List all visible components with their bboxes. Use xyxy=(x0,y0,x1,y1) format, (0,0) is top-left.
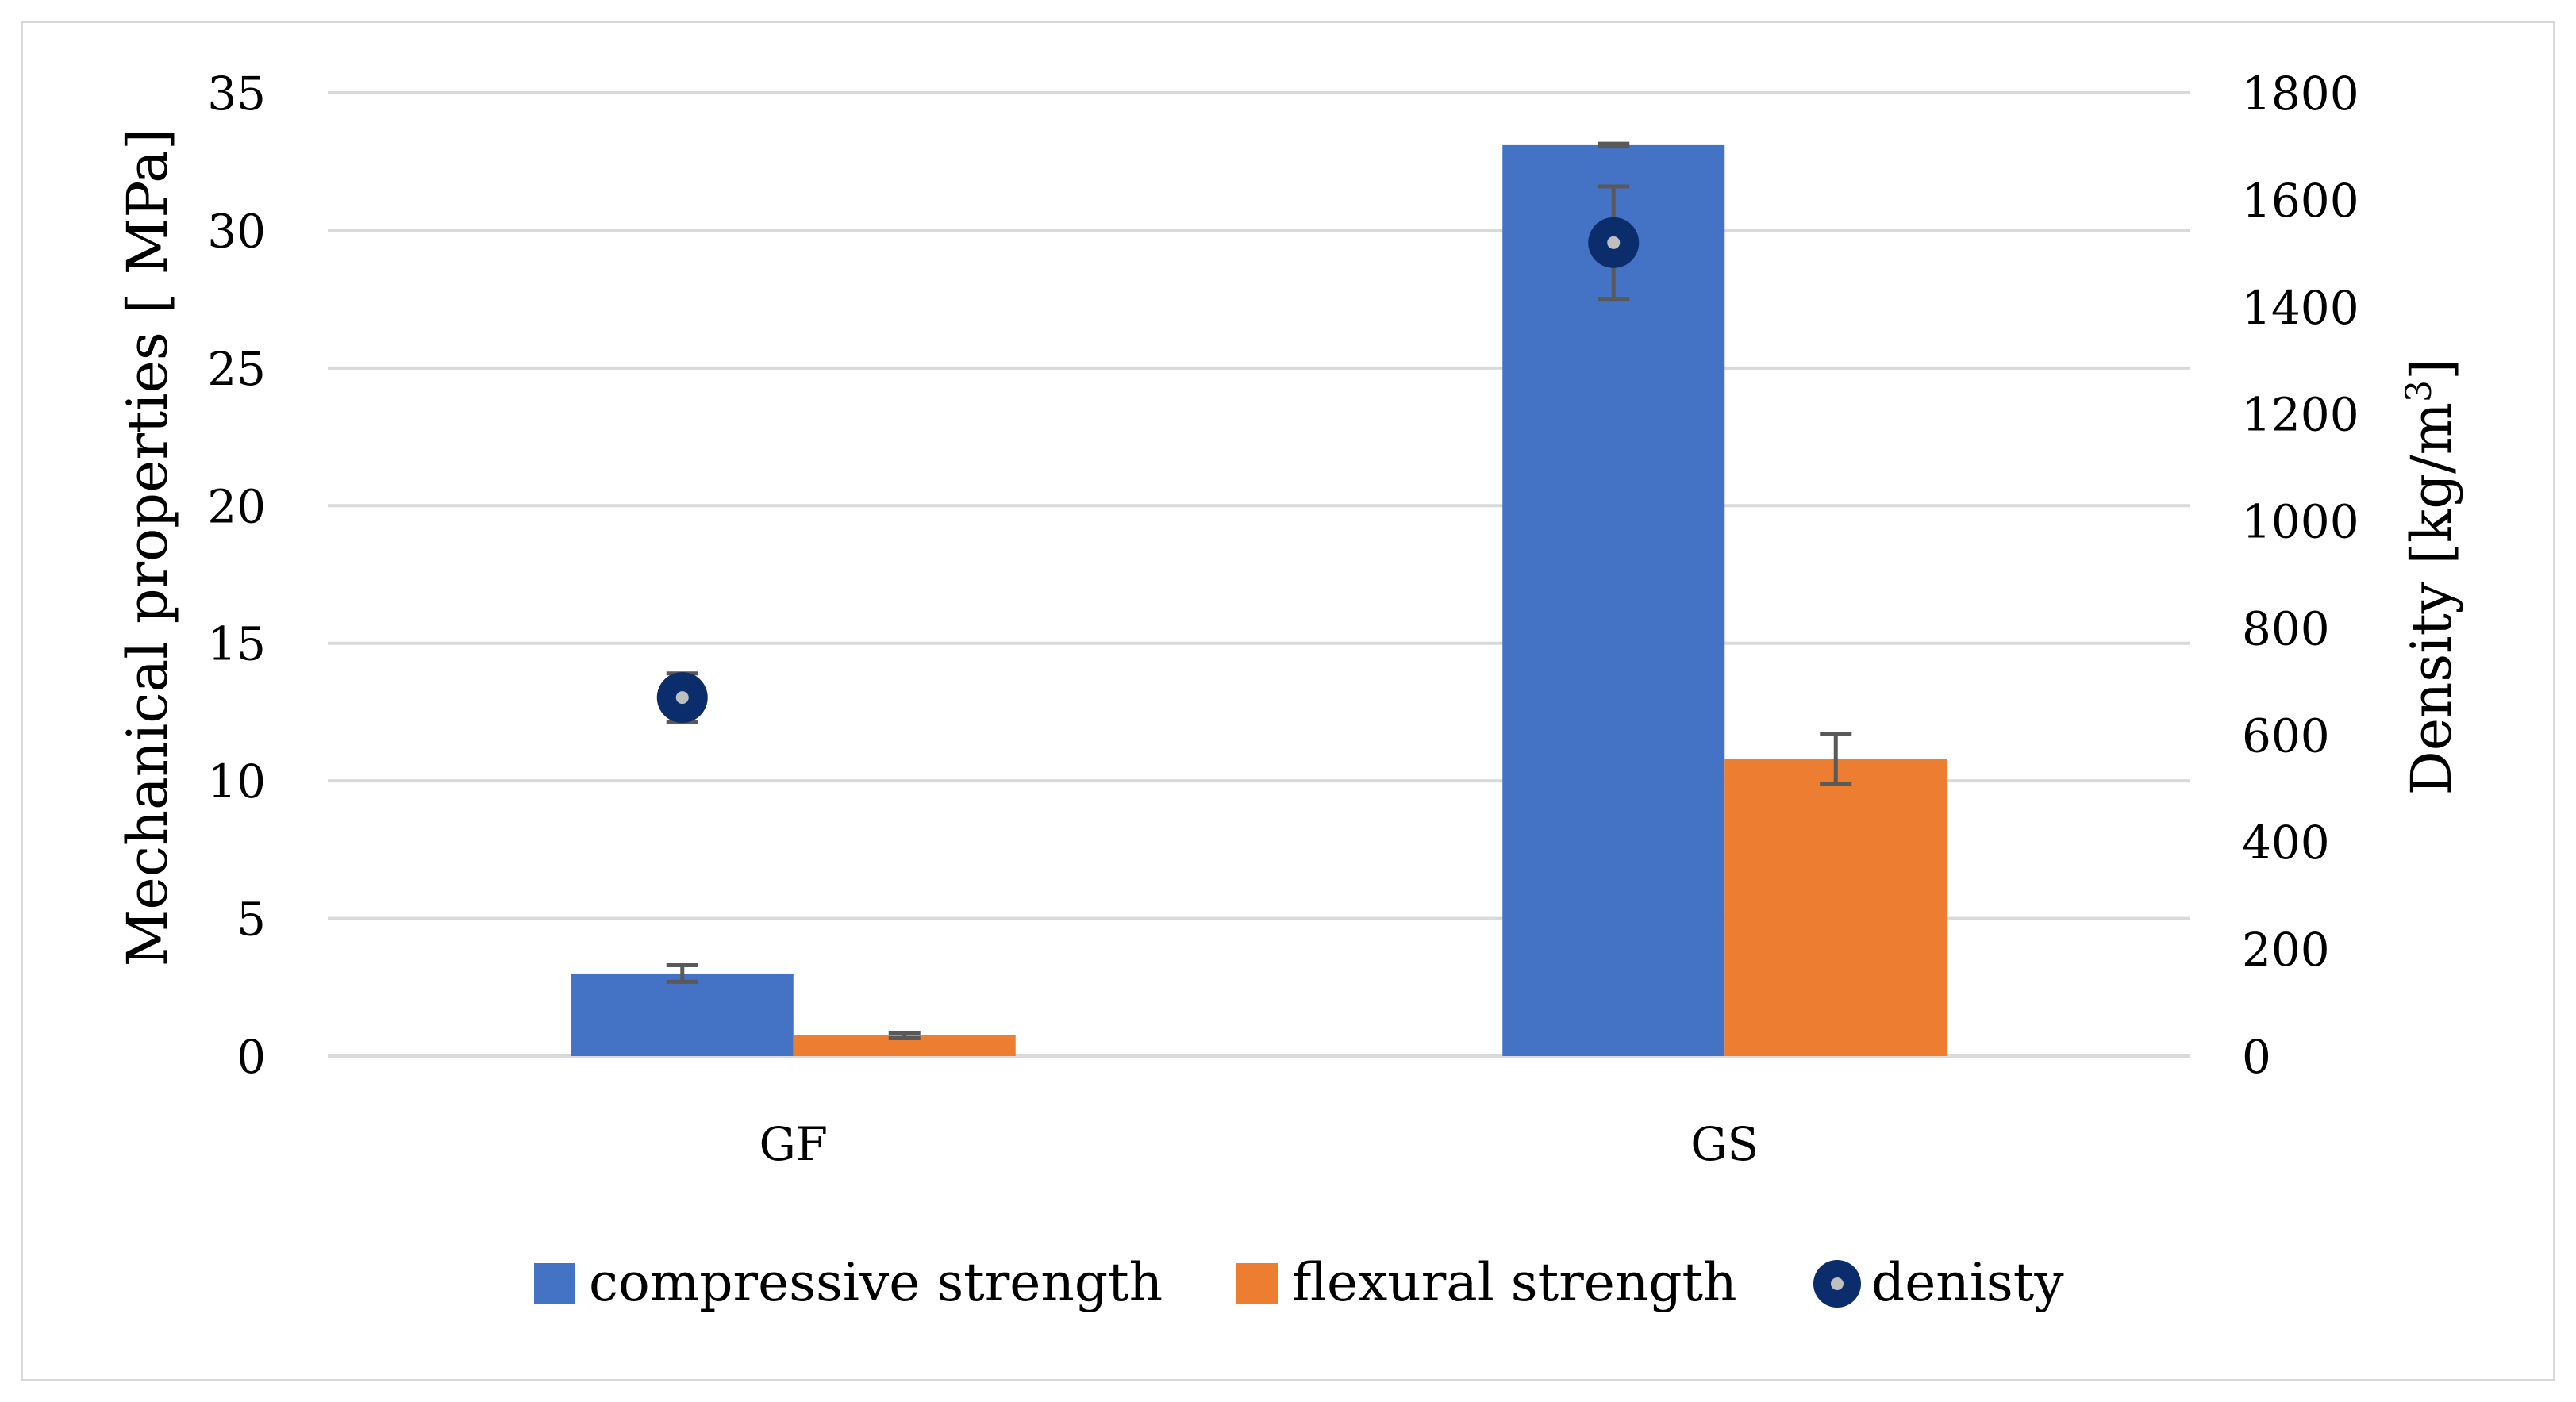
y-tick-label-0: 0 xyxy=(236,1030,266,1084)
y-tick-label-5: 5 xyxy=(236,893,266,947)
y-tick-label-10: 10 xyxy=(207,755,266,809)
y2-tick-label-1200: 1200 xyxy=(2242,388,2359,442)
y2-axis-title: Density [kg/m3] xyxy=(2399,359,2465,796)
legend-label-flexural-strength: flexural strength xyxy=(1292,1252,1737,1313)
density-points xyxy=(656,217,1640,724)
x-tick-label-gs: GS xyxy=(1690,1117,1759,1171)
bars xyxy=(571,144,1947,1057)
y-tick-label-35: 35 xyxy=(207,67,266,121)
density-point-center-gf xyxy=(675,691,689,705)
legend-label-density: denisty xyxy=(1871,1252,2064,1313)
legend-marker-density-center xyxy=(1831,1277,1844,1290)
y2-axis-title-sup: 3 xyxy=(2399,380,2440,402)
legend-label-compressive-strength: compressive strength xyxy=(589,1252,1163,1313)
y2-axis-title-end: ] xyxy=(2399,359,2464,380)
y2-tick-label-200: 200 xyxy=(2242,923,2330,977)
y2-axis-title-main: Density [kg/m xyxy=(2399,402,2464,795)
y-tick-label-25: 25 xyxy=(207,342,266,396)
y2-tick-label-0: 0 xyxy=(2242,1030,2271,1084)
y2-tick-label-1600: 1600 xyxy=(2242,174,2359,228)
right-axis-ticks: 0 200 400 600 800 1000 1200 1400 1600 1800 xyxy=(2242,67,2359,1084)
y2-tick-label-1800: 1800 xyxy=(2242,67,2359,121)
y2-tick-label-800: 800 xyxy=(2242,601,2330,655)
x-tick-label-gf: GF xyxy=(759,1117,828,1171)
y2-tick-label-1400: 1400 xyxy=(2242,281,2359,335)
chart-frame xyxy=(21,21,2555,1381)
y-tick-label-20: 20 xyxy=(207,479,266,533)
legend-swatch-flexural-strength xyxy=(1236,1263,1278,1304)
y2-tick-label-1000: 1000 xyxy=(2242,495,2359,549)
density-point-center-gs xyxy=(1607,236,1621,249)
legend: compressive strength flexural strength d… xyxy=(534,1252,2064,1313)
y-axis-title: Mechanical properties [ MPa] xyxy=(115,129,180,967)
y-tick-label-15: 15 xyxy=(207,617,266,671)
category-axis-ticks: GF GS xyxy=(759,1117,1759,1171)
y-tick-label-30: 30 xyxy=(207,204,266,258)
y2-tick-label-600: 600 xyxy=(2242,709,2330,762)
bar-compressive-strength-gf xyxy=(571,973,794,1056)
bar-flexural-strength-gs xyxy=(1724,759,1947,1056)
y2-tick-label-400: 400 xyxy=(2242,816,2330,870)
left-axis-ticks: 0 5 10 15 20 25 30 35 xyxy=(207,67,266,1084)
legend-swatch-compressive-strength xyxy=(534,1263,575,1304)
